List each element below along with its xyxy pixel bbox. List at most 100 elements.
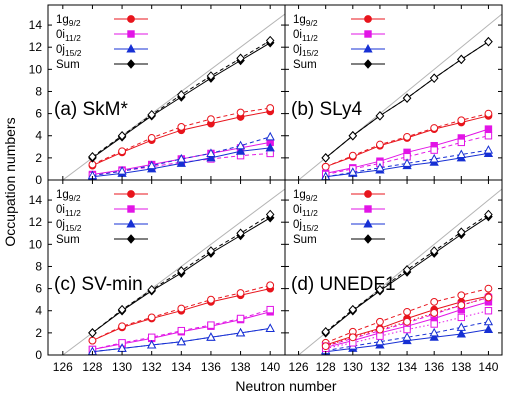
series-1g9-2-dashed [321,284,493,347]
panel-3: 126 128 130 132 134 136 138 140 0 2 4 6 8 10 12 14 (c) S… [29,179,286,374]
data-point [430,124,439,132]
data-point [117,130,127,141]
data-point [265,35,275,46]
plot-area [298,188,502,355]
legend-label-subscript: 11/2 [65,208,81,218]
data-point [484,307,493,315]
data-point [430,146,438,154]
data-point [348,333,357,342]
data-point [484,36,493,47]
legend-label-main: 0j [293,219,302,231]
legend-label: 0j15/2 [56,44,82,58]
data-point [403,132,411,141]
data-point [457,301,466,310]
data-point [266,104,275,112]
plot-area [62,13,285,180]
data-point [177,90,186,100]
y-tick-label: 4 [35,304,42,318]
y-tick-label: 14 [29,18,43,32]
series-1g9-2-dashed [88,281,275,345]
data-point [265,209,275,220]
legend-label-subscript: 9/2 [306,18,318,28]
legend-marker [127,205,135,213]
series-1g9-2-dotted [321,293,493,351]
data-point [321,327,330,337]
legend-label-subscript: 15/2 [65,223,82,233]
data-point [430,297,439,306]
data-point [484,109,493,118]
legend-marker [126,218,136,228]
data-point [117,166,127,175]
data-point [147,160,157,170]
legend-label: Sum [293,234,317,246]
legend-marker [363,59,373,69]
y-tick-label: 8 [35,84,42,98]
x-tick-label: 126 [53,360,73,374]
data-point [236,108,245,117]
data-point [118,322,126,331]
series-1g9-2-dashed [321,109,493,171]
data-point [348,151,357,160]
legend-label-main: 0i [293,29,302,41]
data-point [375,111,385,121]
legend-label-main: 0j [293,44,302,56]
data-point [456,322,466,331]
legend-marker [126,234,136,244]
series-1g9-2-dashed [88,104,275,169]
data-point [429,153,439,163]
y-tick-label: 0 [35,348,42,362]
legend-label-main: Sum [56,59,80,71]
data-point [206,71,216,81]
legend-marker [127,15,135,23]
legend-label-subscript: 9/2 [69,193,81,203]
y-tick-label: 2 [35,326,42,340]
series-Sum-dashed [321,209,493,337]
x-tick-label: 130 [343,360,363,374]
data-point [402,158,412,167]
data-point [207,295,215,304]
legend-label: Sum [293,59,317,71]
data-point [207,321,215,329]
y-tick-label: 14 [29,193,43,207]
data-point [147,134,156,142]
data-point [176,336,186,346]
data-point [429,246,439,256]
data-point [456,149,466,159]
data-point [147,339,157,349]
data-point [376,325,384,334]
legend-label-main: Sum [56,234,80,246]
data-point [236,228,245,239]
data-point [484,209,493,220]
y-tick-label: 0 [35,173,42,187]
y-tick-label: 10 [29,62,43,76]
x-axis-title: Neutron number [235,378,337,394]
data-point [348,304,358,315]
y-tick-label: 6 [35,107,42,121]
data-point [457,54,466,65]
legend-label-subscript: 15/2 [302,48,319,58]
panel-4: 126 128 130 132 134 136 138 140(d) UNEDF11g9/20… [284,179,503,374]
data-point [348,130,358,141]
data-point [402,332,412,341]
legend-label: 0i11/2 [56,204,81,218]
data-point [235,140,246,150]
data-point [457,116,466,125]
data-point [206,246,216,256]
data-point [403,325,411,334]
data-point [429,332,439,341]
data-point [147,284,156,295]
legend-marker [363,218,373,228]
data-point [147,109,156,120]
legend-marker [127,190,135,198]
legend-marker [364,190,372,198]
data-point [375,162,385,172]
data-point [403,317,411,326]
data-point [266,281,275,290]
y-tick-label: 2 [35,151,42,165]
data-point [265,142,275,152]
x-tick-label: 128 [82,360,102,374]
